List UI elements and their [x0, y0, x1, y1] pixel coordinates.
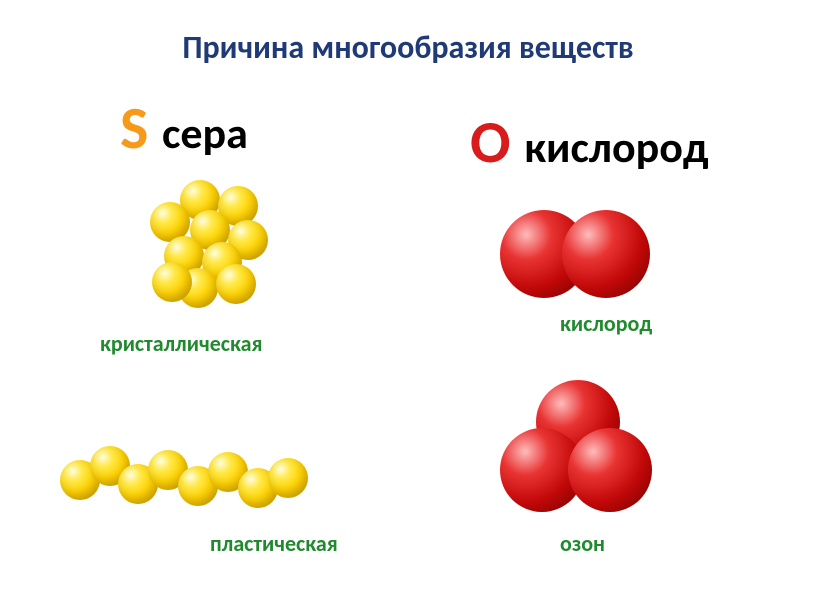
oxygen-symbol: O	[470, 106, 511, 179]
sulfur-name: сера	[162, 106, 248, 160]
oxygen-atom	[568, 428, 652, 512]
sulfur-header: S сера	[120, 92, 248, 165]
sulfur-crystalline-label: кристаллическая	[100, 330, 262, 357]
oxygen-name: кислород	[524, 120, 708, 174]
sulfur-atom	[268, 458, 308, 498]
sulfur-crystalline-molecule	[140, 180, 280, 320]
oxygen-ozone-label: озон	[560, 530, 605, 557]
sulfur-atom	[152, 262, 192, 302]
oxygen-o2-molecule	[500, 210, 660, 310]
sulfur-symbol: S	[120, 92, 148, 165]
sulfur-atom	[216, 264, 256, 304]
sulfur-plastic-label: пластическая	[210, 530, 338, 557]
oxygen-ozone-molecule	[500, 380, 670, 530]
page-title: Причина многообразия веществ	[0, 28, 816, 67]
oxygen-atom	[562, 210, 650, 298]
oxygen-header: O кислород	[470, 106, 709, 179]
oxygen-o2-label: кислород	[560, 310, 652, 337]
sulfur-plastic-molecule	[60, 440, 320, 510]
